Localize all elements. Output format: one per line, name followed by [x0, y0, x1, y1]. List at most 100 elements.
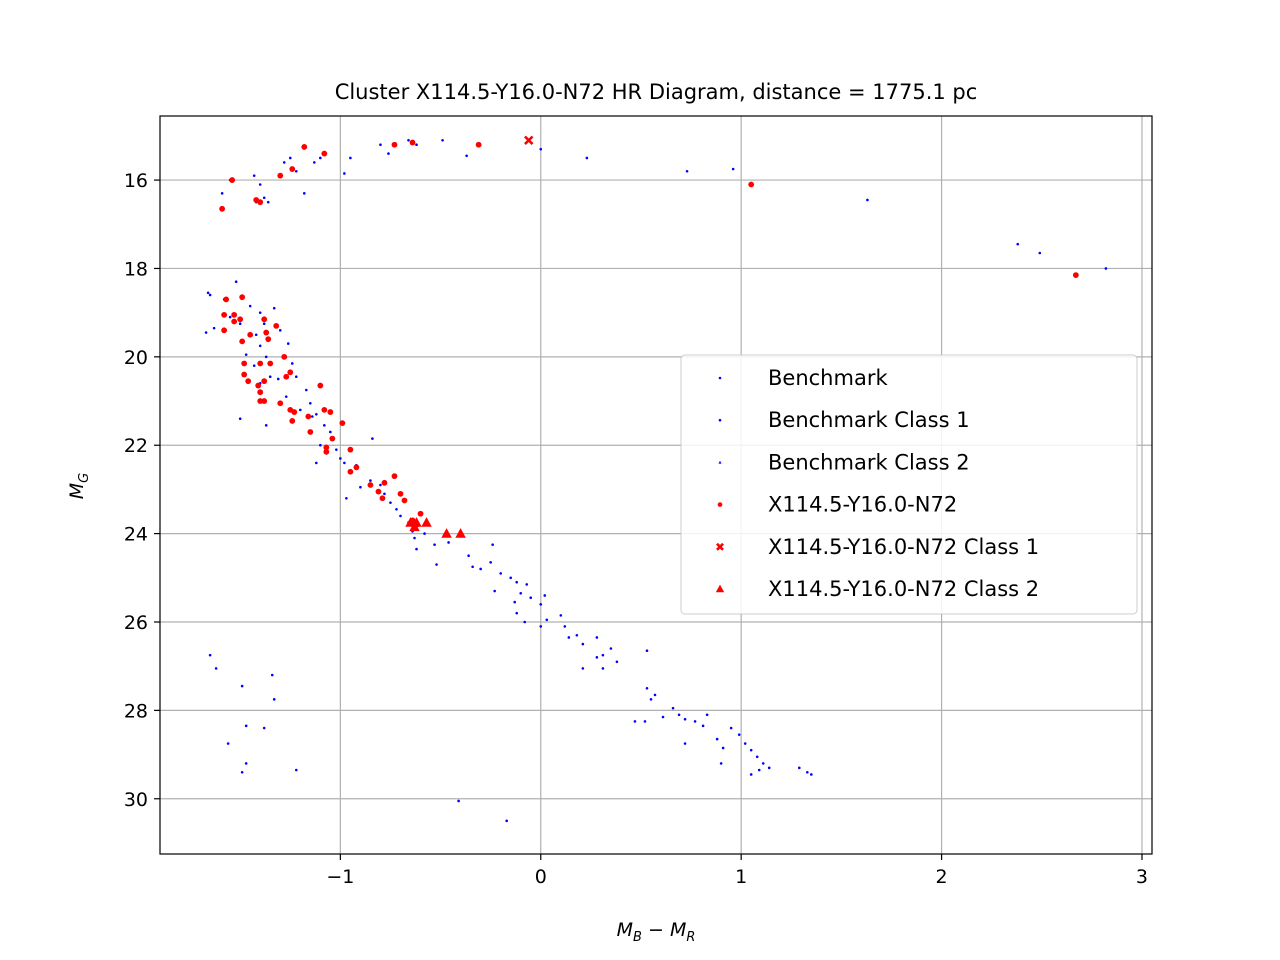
data-point	[247, 331, 254, 338]
data-point	[204, 331, 208, 334]
plot-frame	[159, 115, 1153, 855]
data-point	[252, 364, 256, 367]
data-point	[353, 464, 360, 471]
legend-label: Benchmark Class 2	[768, 450, 970, 474]
data-point	[749, 773, 753, 776]
y-tick-label: 18	[124, 258, 148, 280]
data-point	[214, 667, 218, 670]
data-point	[633, 720, 637, 723]
data-point	[263, 329, 270, 336]
data-point	[321, 150, 328, 157]
data-point	[281, 353, 288, 360]
axis-ticks: −1 0 1 2 3 16 18 20 22 24 26 28 30	[124, 170, 1148, 888]
data-point	[252, 174, 256, 177]
data-point	[441, 139, 444, 142]
data-point	[238, 322, 242, 326]
data-point	[767, 766, 771, 770]
data-point	[273, 323, 280, 329]
data-point	[677, 713, 681, 717]
data-point	[208, 653, 212, 657]
y-tick-label: 22	[124, 435, 148, 457]
data-point	[399, 514, 402, 518]
data-point	[301, 144, 308, 150]
data-point	[319, 156, 322, 160]
data-point	[255, 382, 262, 389]
data-point	[545, 618, 549, 622]
data-point	[241, 360, 248, 367]
data-point	[272, 306, 276, 310]
data-point	[467, 554, 470, 558]
data-point	[212, 326, 216, 330]
data-point	[693, 720, 697, 723]
data-point	[278, 329, 282, 332]
data-point	[291, 409, 298, 415]
data-point	[797, 766, 801, 770]
data-point	[268, 375, 272, 379]
data-point	[685, 169, 689, 173]
data-point	[379, 143, 382, 147]
data-point	[1072, 272, 1079, 278]
legend-item: Benchmark	[718, 366, 888, 390]
data-point	[231, 318, 238, 325]
data-point	[575, 633, 579, 637]
series-5	[405, 517, 466, 538]
legend-box	[680, 354, 1138, 615]
data-point	[493, 589, 496, 593]
data-point	[240, 684, 244, 688]
data-point	[321, 406, 328, 413]
data-point	[264, 355, 268, 359]
data-point	[731, 167, 735, 171]
data-point	[315, 412, 318, 416]
data-point	[513, 600, 517, 604]
legend-label: Benchmark	[768, 366, 888, 390]
data-point	[415, 547, 418, 551]
data-point	[294, 169, 298, 173]
data-point	[543, 594, 547, 597]
legend-marker	[717, 502, 723, 507]
data-point	[257, 398, 264, 404]
data-point	[391, 473, 398, 480]
data-point	[653, 693, 657, 697]
x-tick-label: 1	[735, 866, 747, 888]
data-point	[258, 311, 262, 314]
data-point	[277, 172, 284, 179]
data-point	[244, 353, 248, 356]
data-point	[359, 485, 362, 489]
legend-label: X114.5-Y16.0-N72	[768, 493, 957, 517]
data-point	[347, 446, 354, 453]
data-point	[743, 742, 747, 745]
data-point	[395, 508, 398, 511]
data-point	[529, 596, 533, 599]
data-point	[567, 636, 571, 639]
data-point	[305, 413, 312, 420]
data-point	[475, 141, 482, 148]
data-point	[304, 388, 308, 392]
y-tick-label: 20	[124, 347, 148, 369]
data-point	[248, 304, 252, 308]
data-point	[244, 762, 248, 765]
data-point	[206, 291, 210, 295]
data-point	[244, 724, 248, 728]
legend-item: X114.5-Y16.0-N72 Class 2	[715, 577, 1039, 601]
data-point	[581, 642, 585, 646]
data-point	[329, 435, 336, 442]
data-point	[645, 649, 649, 653]
data-point	[345, 496, 348, 500]
data-point	[261, 378, 268, 385]
data-point	[409, 139, 416, 146]
data-point	[491, 543, 494, 546]
data-point	[509, 576, 513, 580]
data-point	[421, 517, 432, 527]
data-point	[323, 444, 330, 451]
data-point	[479, 567, 482, 571]
data-point	[228, 315, 232, 319]
data-point	[643, 720, 647, 723]
data-point	[315, 461, 318, 465]
data-point	[369, 479, 372, 482]
data-point	[238, 417, 242, 421]
data-point	[866, 198, 869, 202]
y-tick-label: 30	[124, 789, 148, 811]
data-point	[523, 620, 527, 624]
data-point	[435, 563, 438, 566]
